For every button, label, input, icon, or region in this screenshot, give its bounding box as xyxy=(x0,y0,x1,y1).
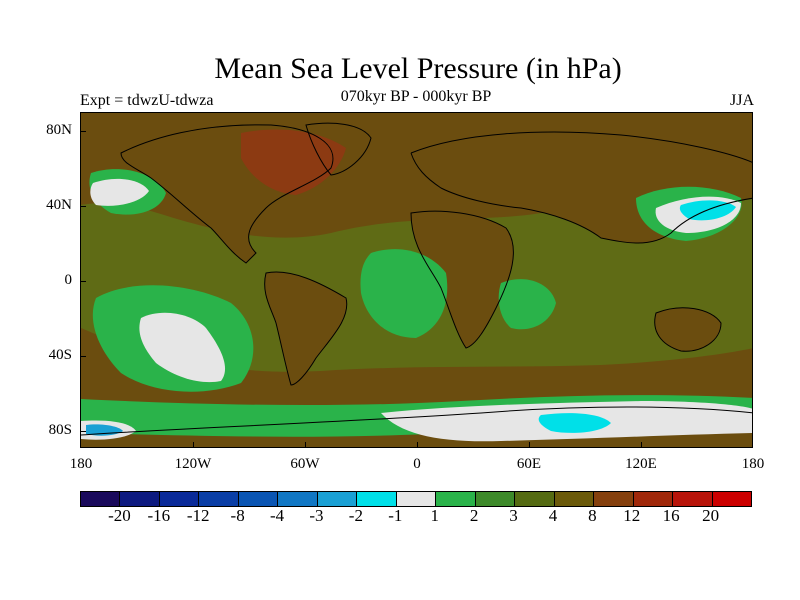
y-tick-80s: 80S xyxy=(48,422,72,438)
x-tick-180-left: 180 xyxy=(69,456,93,472)
south-pacific-grey xyxy=(139,312,226,383)
colorbar-label: -3 xyxy=(309,506,324,525)
colorbar-label: -20 xyxy=(108,506,131,525)
colorbar-label: -1 xyxy=(388,506,403,525)
colorbar-swatch xyxy=(159,492,200,506)
southern-positive-band xyxy=(81,328,752,414)
south-america xyxy=(264,272,347,385)
x-tickmark xyxy=(417,442,418,448)
coastlines xyxy=(81,122,752,436)
colorbar-swatch xyxy=(357,492,397,506)
pressure-map xyxy=(80,112,753,448)
colorbar-swatch xyxy=(396,492,437,506)
chart-subtitle: 070kyr BP - 000kyr BP xyxy=(340,88,492,105)
colorbar-swatch xyxy=(673,492,713,506)
y-tick-40n: 40N xyxy=(46,197,72,213)
colorbar-label: 1 xyxy=(430,506,439,525)
colorbar-swatch xyxy=(554,492,595,506)
colorbar-label: -4 xyxy=(269,506,285,525)
y-tick-40s: 40S xyxy=(48,347,72,363)
colorbar-swatch xyxy=(278,492,318,506)
coast-antarctica xyxy=(81,406,752,436)
colorbar-swatch xyxy=(120,492,160,506)
north-pacific-grey xyxy=(90,178,149,206)
colorbar-swatch xyxy=(633,492,674,506)
colorbar-label: -2 xyxy=(348,506,363,525)
x-tick-180-right: 180 xyxy=(741,456,765,472)
colorbar-label: 16 xyxy=(662,506,680,525)
map-svg xyxy=(81,113,752,447)
x-tick-60w: 60W xyxy=(290,456,320,472)
coast-na xyxy=(120,124,334,264)
colorbar-label: 12 xyxy=(623,506,641,525)
colorbar-swatch xyxy=(238,492,279,506)
x-tick-120w: 120W xyxy=(174,456,212,472)
x-tick-60e: 60E xyxy=(516,456,542,472)
colorbar-swatch xyxy=(712,492,751,506)
y-tickmark xyxy=(80,356,86,357)
colorbar-swatch xyxy=(515,492,555,506)
australia xyxy=(654,307,721,352)
indian-ocean-green xyxy=(498,279,556,330)
y-tickmark xyxy=(80,431,86,432)
chart-title: Mean Sea Level Pressure (in hPa) xyxy=(214,52,622,85)
colorbar-swatch xyxy=(594,492,634,506)
colorbar-swatch xyxy=(199,492,239,506)
coast-sa xyxy=(264,271,348,386)
coast-greenland xyxy=(305,122,372,176)
season-label: JJA xyxy=(729,92,754,109)
y-tick-80n: 80N xyxy=(46,122,72,138)
colorbar-label: 2 xyxy=(469,506,479,525)
colorbar-swatch xyxy=(81,492,121,506)
colorbar-swatch xyxy=(317,492,358,506)
colorbar-swatch xyxy=(436,492,476,506)
experiment-label: Expt = tdwzU-tdwza xyxy=(80,92,214,109)
coast-australia xyxy=(654,307,722,352)
colorbar-label: 3 xyxy=(509,506,518,525)
north-america-strong-positive xyxy=(241,129,346,195)
antarctic-cyan xyxy=(538,413,611,433)
colorbar-label: 8 xyxy=(588,506,597,525)
y-tickmark xyxy=(80,281,86,282)
colorbar-label: 4 xyxy=(548,506,558,525)
x-tickmark xyxy=(529,442,530,448)
colorbar-swatch xyxy=(475,492,516,506)
y-tickmark xyxy=(80,131,86,132)
x-tick-120e: 120E xyxy=(625,456,657,472)
colorbar-label: -12 xyxy=(186,506,210,525)
y-tick-0: 0 xyxy=(64,272,73,288)
colorbar-label: -16 xyxy=(147,506,171,525)
x-tick-0: 0 xyxy=(413,456,421,472)
colorbar xyxy=(80,491,752,507)
y-tickmark xyxy=(80,206,86,207)
colorbar-label: -8 xyxy=(230,506,245,525)
africa xyxy=(411,211,514,348)
coast-africa xyxy=(410,210,514,349)
atlantic-green xyxy=(360,249,448,338)
colorbar-label: 20 xyxy=(702,506,720,525)
coast-eurasia xyxy=(410,131,752,244)
negative-anomaly-cores xyxy=(86,200,736,436)
x-tickmark xyxy=(641,442,642,448)
x-tickmark xyxy=(305,442,306,448)
x-tickmark xyxy=(193,442,194,448)
